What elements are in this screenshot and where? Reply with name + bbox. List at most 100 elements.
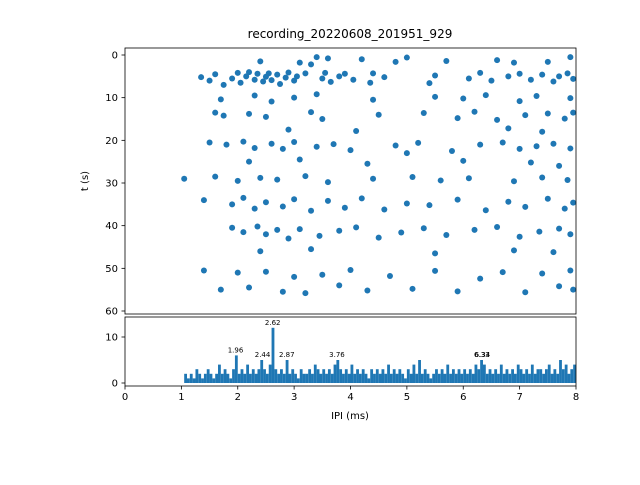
- scatter-point: [234, 177, 241, 184]
- histogram-bar: [381, 369, 385, 383]
- histogram-bar: [257, 369, 261, 383]
- histogram-bar: [370, 369, 374, 383]
- scatter-point: [291, 196, 298, 203]
- histogram-bar: [418, 360, 421, 383]
- histogram-bar: [567, 373, 571, 383]
- scatter-point: [460, 95, 467, 102]
- scatter-point: [522, 203, 529, 210]
- histogram-bar: [322, 369, 326, 383]
- scatter-point: [251, 205, 258, 212]
- scatter-point: [279, 203, 286, 210]
- peak-annotation: 6.33: [474, 351, 490, 359]
- scatter-point: [415, 139, 422, 146]
- scatter-point: [522, 112, 529, 119]
- x-tick-label: 4: [347, 392, 353, 403]
- histogram-bar: [454, 373, 458, 383]
- scatter-point: [316, 232, 323, 239]
- scatter-point: [291, 273, 298, 280]
- scatter-point: [426, 80, 433, 87]
- histogram-bar: [246, 364, 250, 383]
- scatter-point: [570, 199, 577, 206]
- scatter-point: [212, 173, 219, 180]
- histogram-bar: [308, 369, 312, 383]
- scatter-point: [257, 58, 264, 65]
- scatter-point: [567, 54, 574, 61]
- scatter-point: [465, 175, 472, 182]
- histogram-bar: [344, 369, 348, 383]
- histogram-bar: [220, 373, 224, 383]
- scatter-point: [313, 54, 320, 61]
- y-tick-label: 40: [105, 221, 118, 232]
- histogram-bar: [313, 364, 317, 383]
- histogram-bar: [482, 364, 486, 383]
- scatter-point: [420, 110, 427, 117]
- histogram-bar: [530, 364, 534, 383]
- histogram-bar: [460, 373, 464, 383]
- scatter-point: [536, 228, 543, 235]
- histogram-bar: [435, 369, 438, 383]
- scatter-point: [341, 204, 348, 211]
- scatter-point: [443, 232, 450, 239]
- x-tick-label: 6: [460, 392, 466, 403]
- scatter-point: [448, 148, 455, 154]
- histogram-bar: [511, 369, 514, 383]
- scatter-point: [403, 200, 410, 207]
- peak-annotation: 3.76: [329, 351, 345, 359]
- scatter-point: [367, 79, 374, 86]
- scatter-point: [505, 198, 512, 205]
- histogram-bar: [499, 364, 503, 383]
- scatter-point: [561, 205, 568, 212]
- scatter-point: [302, 290, 309, 297]
- scatter-point: [285, 126, 292, 133]
- scatter-point: [510, 247, 517, 254]
- histogram-bar: [446, 364, 450, 383]
- scatter-point: [229, 75, 236, 82]
- scatter-point: [268, 98, 275, 105]
- peak-annotation: 2.87: [279, 351, 295, 359]
- y-axis-label: t (s): [80, 171, 91, 191]
- histogram-bar: [480, 360, 483, 383]
- histogram-bar: [437, 373, 441, 383]
- scatter-point: [324, 55, 331, 62]
- histogram-bar: [466, 373, 469, 383]
- scatter-point: [212, 109, 219, 116]
- scatter-point: [570, 109, 577, 116]
- scatter-point: [443, 57, 450, 64]
- histogram-bar: [268, 364, 272, 383]
- scatter-point: [262, 268, 269, 275]
- histogram-bar: [401, 373, 405, 383]
- histogram-bar: [561, 369, 565, 383]
- histogram-bar: [404, 378, 407, 383]
- histogram-bar: [573, 364, 576, 383]
- scatter-point: [556, 283, 563, 290]
- histogram-bar: [184, 373, 188, 383]
- scatter-point: [246, 110, 253, 117]
- peak-annotation: 6.34: [475, 351, 491, 359]
- scatter-point: [322, 69, 329, 76]
- scatter-point: [254, 70, 261, 77]
- scatter-point: [477, 141, 484, 148]
- histogram-bar: [415, 373, 419, 383]
- histogram-bar: [378, 373, 382, 383]
- scatter-point: [370, 96, 377, 103]
- scatter-point: [488, 77, 495, 84]
- histogram-bar: [277, 373, 281, 383]
- scatter-point: [206, 139, 213, 146]
- histogram-bar: [406, 369, 410, 383]
- y-tick-label: 50: [105, 264, 118, 275]
- scatter-axes-frame: [124, 47, 577, 315]
- histogram-bar: [361, 369, 365, 383]
- scatter-point: [516, 233, 523, 240]
- scatter-point: [251, 92, 258, 99]
- peak-annotation: 2.44: [255, 351, 271, 359]
- scatter-point: [460, 157, 467, 164]
- scatter-point: [567, 95, 574, 102]
- scatter-point: [539, 71, 546, 78]
- scatter-point: [308, 246, 315, 253]
- scatter-point: [353, 224, 360, 231]
- histogram-bar: [398, 369, 402, 383]
- histogram-bar: [556, 373, 560, 383]
- scatter-point: [277, 81, 284, 88]
- histogram-bar: [471, 373, 475, 383]
